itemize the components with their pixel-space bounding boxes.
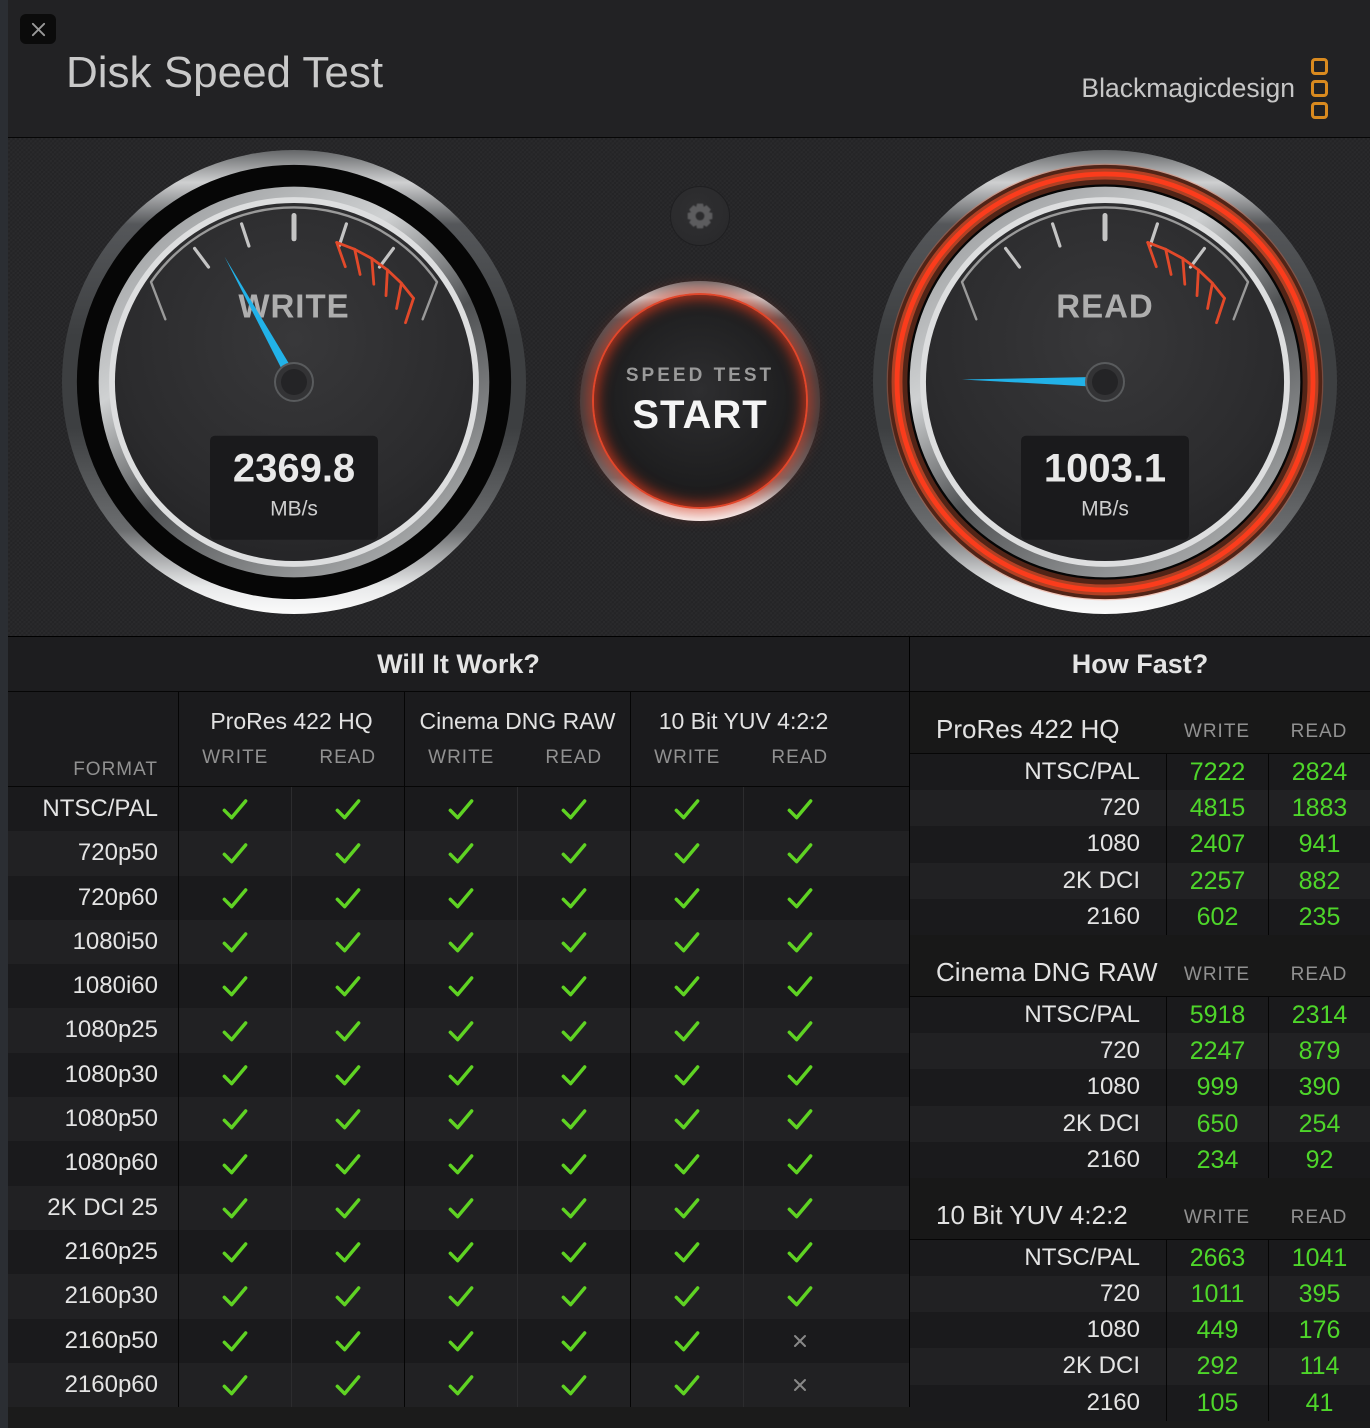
svg-text:2369.8: 2369.8 bbox=[233, 447, 355, 491]
svg-text:WRITE: WRITE bbox=[238, 288, 349, 325]
svg-text:READ: READ bbox=[1056, 288, 1154, 325]
svg-text:1003.1: 1003.1 bbox=[1044, 447, 1166, 491]
svg-text:MB/s: MB/s bbox=[270, 498, 318, 521]
svg-text:MB/s: MB/s bbox=[1081, 498, 1129, 521]
